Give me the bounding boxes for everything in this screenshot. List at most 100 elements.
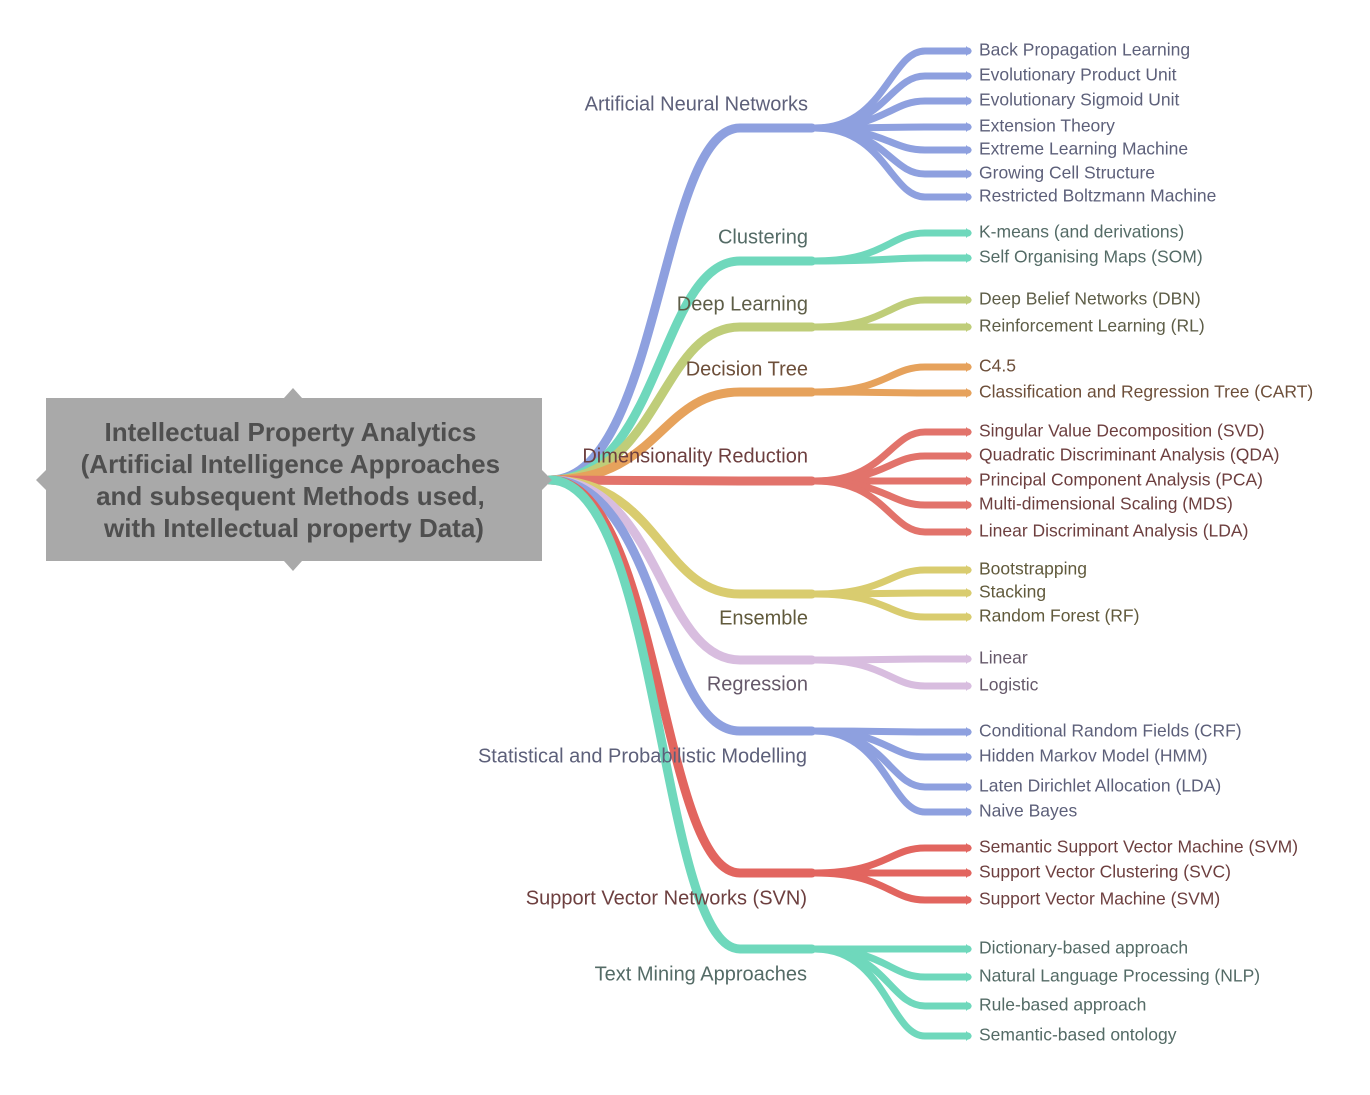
leaf-arrow-tip (966, 807, 972, 817)
leaf-label-linear-discriminant-analysis-lda[interactable]: Linear Discriminant Analysis (LDA) (979, 521, 1248, 541)
root-title-line-1: Intellectual Property Analytics (104, 417, 476, 447)
leaf-arrow-tip (966, 145, 972, 155)
leaf-arrow-tip (966, 476, 972, 486)
branch-connector-decision-tree (545, 387, 817, 485)
leaf-label-growing-cell-structure[interactable]: Growing Cell Structure (979, 163, 1155, 183)
branch-label-artificial-neural-networks[interactable]: Artificial Neural Networks (585, 93, 808, 115)
leaf-connector-classification-and-regression-tree-cart (811, 388, 972, 397)
leaf-label-dictionary-based-approach[interactable]: Dictionary-based approach (979, 938, 1188, 958)
leaf-connector-support-vector-machine-svm (811, 869, 972, 904)
leaf-label-naive-bayes[interactable]: Naive Bayes (979, 801, 1077, 821)
leaf-arrow-tip (966, 122, 972, 132)
leaf-connector-semantic-based-ontology (811, 945, 972, 1040)
connector-curves (545, 46, 972, 1041)
leaf-label-k-means-and-derivations[interactable]: K-means (and derivations) (979, 222, 1184, 242)
leaf-connector-random-forest-rf (811, 590, 972, 621)
leaf-arrow-tip (966, 1031, 972, 1041)
leaf-connector-c4-5 (811, 363, 972, 396)
leaf-label-semantic-support-vector-machine-svm[interactable]: Semantic Support Vector Machine (SVM) (979, 837, 1298, 857)
leaf-label-stacking[interactable]: Stacking (979, 582, 1046, 602)
node-labels: Artificial Neural Networks Back Propagati… (478, 40, 1313, 1045)
leaf-arrow-tip (966, 228, 972, 238)
leaf-label-support-vector-machine-svm[interactable]: Support Vector Machine (SVM) (979, 889, 1220, 909)
leaf-arrow-tip (966, 322, 972, 332)
leaf-arrow-tip (966, 362, 972, 372)
leaf-connector-linear-discriminant-analysis-lda (811, 477, 972, 536)
leaf-label-principal-component-analysis-pca[interactable]: Principal Component Analysis (PCA) (979, 470, 1263, 490)
leaf-arrow-tip (966, 451, 972, 461)
leaf-label-quadratic-discriminant-analysis-qda[interactable]: Quadratic Discriminant Analysis (QDA) (979, 445, 1280, 465)
leaf-label-rule-based-approach[interactable]: Rule-based approach (979, 995, 1146, 1015)
leaf-arrow-tip (966, 565, 972, 575)
leaf-label-natural-language-processing-nlp[interactable]: Natural Language Processing (NLP) (979, 966, 1260, 986)
leaf-label-self-organising-maps-som[interactable]: Self Organising Maps (SOM) (979, 247, 1203, 267)
leaf-arrow-tip (966, 944, 972, 954)
leaf-label-deep-belief-networks-dbn[interactable]: Deep Belief Networks (DBN) (979, 289, 1201, 309)
branch-label-dimensionality-reduction[interactable]: Dimensionality Reduction (582, 445, 808, 467)
leaf-label-classification-and-regression-tree-cart[interactable]: Classification and Regression Tree (CART… (979, 382, 1313, 402)
leaf-label-evolutionary-product-unit[interactable]: Evolutionary Product Unit (979, 65, 1177, 85)
branch-label-regression[interactable]: Regression (707, 673, 808, 695)
branch-connector-dimensionality-reduction (545, 475, 817, 486)
leaf-arrow-tip (966, 654, 972, 664)
leaf-arrow-tip (966, 588, 972, 598)
leaf-label-c4-5[interactable]: C4.5 (979, 356, 1016, 376)
branch-label-decision-tree[interactable]: Decision Tree (686, 358, 808, 380)
leaf-label-semantic-based-ontology[interactable]: Semantic-based ontology (979, 1025, 1177, 1045)
branch-connector-statistical-and-probabilistic-modelling (545, 475, 817, 736)
leaf-arrow-tip (966, 972, 972, 982)
leaf-label-random-forest-rf[interactable]: Random Forest (RF) (979, 606, 1139, 626)
leaf-label-hidden-markov-model-hmm[interactable]: Hidden Markov Model (HMM) (979, 746, 1208, 766)
leaf-arrow-tip (966, 782, 972, 792)
leaf-arrow-tip (966, 612, 972, 622)
branch-label-clustering[interactable]: Clustering (718, 226, 808, 248)
leaf-label-laten-dirichlet-allocation-lda[interactable]: Laten Dirichlet Allocation (LDA) (979, 776, 1221, 796)
leaf-arrow-tip (966, 192, 972, 202)
leaf-connector-semantic-support-vector-machine-svm (811, 844, 972, 877)
leaf-label-restricted-boltzmann-machine[interactable]: Restricted Boltzmann Machine (979, 186, 1216, 206)
leaf-arrow-tip (966, 681, 972, 691)
root-node[interactable]: Intellectual Property Analytics (Artific… (36, 388, 552, 571)
leaf-arrow-tip (966, 71, 972, 81)
leaf-label-bootstrapping[interactable]: Bootstrapping (979, 559, 1087, 579)
branch-label-support-vector-networks-svn[interactable]: Support Vector Networks (SVN) (526, 887, 807, 909)
leaf-arrow-tip (966, 727, 972, 737)
leaf-arrow-tip (966, 253, 972, 263)
leaf-arrow-tip (966, 169, 972, 179)
leaf-arrow-tip (966, 295, 972, 305)
svg-text:Intellectual Property Analytic: Intellectual Property Analytics (Artific… (81, 417, 508, 543)
leaf-label-evolutionary-sigmoid-unit[interactable]: Evolutionary Sigmoid Unit (979, 90, 1180, 110)
leaf-label-reinforcement-learning-rl[interactable]: Reinforcement Learning (RL) (979, 316, 1205, 336)
leaf-arrow-tip (966, 46, 972, 56)
leaf-arrow-tip (966, 1001, 972, 1011)
leaf-arrow-tip (966, 752, 972, 762)
leaf-label-logistic[interactable]: Logistic (979, 675, 1039, 695)
leaf-arrow-tip (966, 388, 972, 398)
leaf-label-support-vector-clustering-svc[interactable]: Support Vector Clustering (SVC) (979, 862, 1231, 882)
branch-connector-artificial-neural-networks (545, 123, 817, 485)
leaf-label-linear[interactable]: Linear (979, 648, 1028, 668)
leaf-arrow-tip (966, 427, 972, 437)
leaf-label-singular-value-decomposition-svd[interactable]: Singular Value Decomposition (SVD) (979, 421, 1265, 441)
leaf-arrow-tip (966, 527, 972, 537)
leaf-label-back-propagation-learning[interactable]: Back Propagation Learning (979, 40, 1190, 60)
leaf-label-extreme-learning-machine[interactable]: Extreme Learning Machine (979, 139, 1188, 159)
root-node-box (36, 388, 552, 571)
branch-label-deep-learning[interactable]: Deep Learning (677, 293, 808, 315)
leaf-arrow-tip (966, 895, 972, 905)
leaf-connector-quadratic-discriminant-analysis-qda (811, 452, 972, 485)
leaf-label-conditional-random-fields-crf[interactable]: Conditional Random Fields (CRF) (979, 721, 1242, 741)
branch-connector-text-mining-approaches (545, 475, 817, 954)
root-title-line-2: (Artificial Intelligence Approaches (81, 449, 500, 479)
leaf-label-multi-dimensional-scaling-mds[interactable]: Multi-dimensional Scaling (MDS) (979, 494, 1233, 514)
leaf-connector-self-organising-maps-som (811, 254, 972, 265)
root-title-line-3: and subsequent Methods used, (96, 481, 485, 511)
leaf-label-extension-theory[interactable]: Extension Theory (979, 116, 1115, 136)
leaf-arrow-tip (966, 868, 972, 878)
leaf-connector-logistic (811, 656, 972, 690)
branch-label-statistical-and-probabilistic-modelling[interactable]: Statistical and Probabilistic Modelling (478, 745, 807, 767)
branch-label-ensemble[interactable]: Ensemble (719, 607, 808, 629)
leaf-connector-restricted-boltzmann-machine (811, 124, 972, 201)
branch-label-text-mining-approaches[interactable]: Text Mining Approaches (595, 963, 807, 985)
